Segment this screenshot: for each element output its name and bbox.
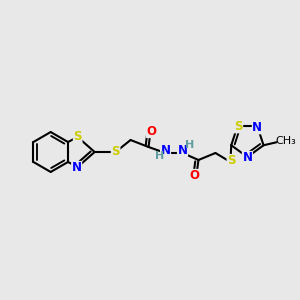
Text: N: N xyxy=(160,143,170,157)
Text: S: S xyxy=(74,130,82,142)
Text: CH₃: CH₃ xyxy=(275,136,296,146)
Text: S: S xyxy=(227,154,236,167)
Text: N: N xyxy=(178,143,188,157)
Text: N: N xyxy=(242,152,252,164)
Text: S: S xyxy=(234,120,243,133)
Text: N: N xyxy=(252,121,262,134)
Text: O: O xyxy=(190,169,200,182)
Text: O: O xyxy=(146,124,157,137)
Text: S: S xyxy=(111,146,120,158)
Text: H: H xyxy=(155,151,164,161)
Text: H: H xyxy=(185,140,194,150)
Text: N: N xyxy=(72,161,82,175)
